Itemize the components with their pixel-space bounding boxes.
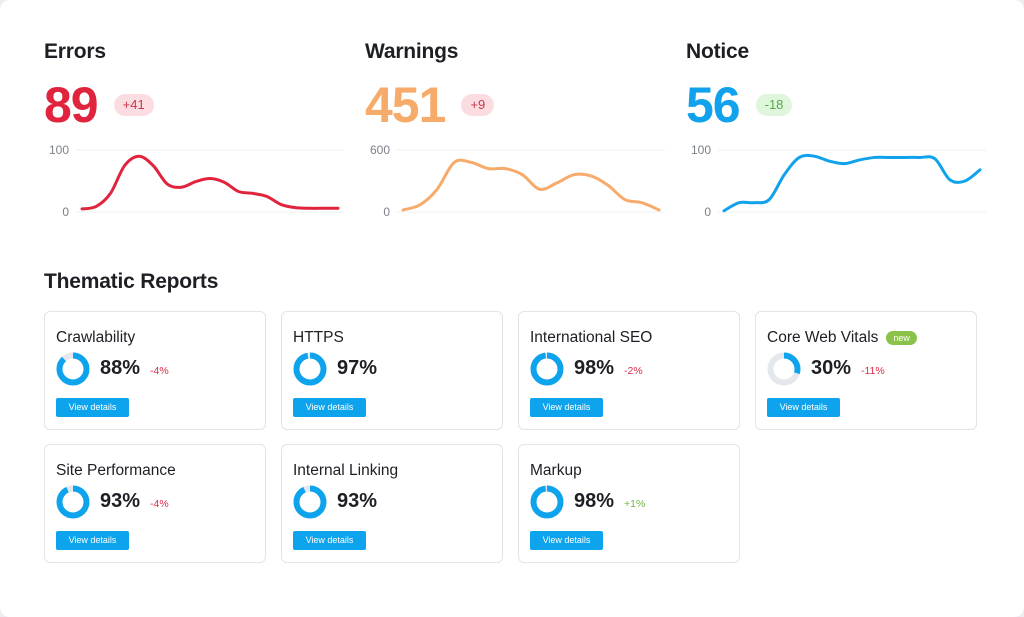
report-score: 98% bbox=[574, 490, 615, 512]
metric-value: 56 bbox=[686, 77, 741, 133]
y-tick-label: 100 bbox=[691, 143, 711, 157]
score-donut-icon bbox=[56, 485, 90, 519]
new-badge: new bbox=[886, 331, 917, 345]
metric-change-badge: +9 bbox=[461, 94, 495, 116]
donut-fill bbox=[56, 352, 90, 386]
score-donut-icon bbox=[293, 352, 327, 386]
report-name: Core Web Vitals bbox=[767, 329, 879, 346]
metric-title: Errors bbox=[44, 40, 106, 63]
report-title: Internal Linking bbox=[293, 462, 398, 480]
report-score: 88% bbox=[100, 357, 141, 379]
metric-title: Notice bbox=[686, 40, 749, 63]
metric-change-badge: +41 bbox=[113, 94, 154, 116]
errors-trend-chart: 100 0 bbox=[49, 143, 344, 219]
report-score: 97% bbox=[337, 357, 378, 379]
view-details-button[interactable]: View details bbox=[56, 398, 129, 417]
warnings-trend-chart: 600 0 bbox=[370, 143, 665, 219]
donut-fill bbox=[293, 485, 327, 519]
donut-fill bbox=[293, 352, 327, 386]
y-tick-label: 100 bbox=[49, 143, 69, 157]
report-card-https: HTTPS 97% View details bbox=[281, 311, 503, 430]
report-score: 30% bbox=[811, 357, 852, 379]
report-title: Crawlability bbox=[56, 329, 135, 347]
thematic-reports-heading: Thematic Reports bbox=[44, 270, 219, 293]
trend-line bbox=[722, 153, 982, 213]
trend-line bbox=[401, 158, 661, 212]
report-name: Internal Linking bbox=[293, 462, 399, 479]
view-details-button[interactable]: View details bbox=[293, 398, 366, 417]
y-tick-label: 600 bbox=[370, 143, 390, 157]
trend-line bbox=[80, 154, 340, 211]
donut-fill bbox=[530, 352, 564, 386]
donut-fill bbox=[767, 352, 801, 386]
y-tick-label: 0 bbox=[62, 205, 69, 219]
view-details-button[interactable]: View details bbox=[56, 531, 129, 550]
report-score: 98% bbox=[574, 357, 615, 379]
report-card-international-seo: International SEO 98% -2% View details bbox=[518, 311, 740, 430]
warnings-metric: Warnings 451 +9 600 0 bbox=[365, 40, 665, 219]
report-card-core-web-vitals: Core Web Vitals new 30% -11% View details bbox=[755, 311, 977, 430]
errors-metric: Errors 89 +41 100 0 bbox=[44, 40, 344, 219]
report-card-markup: Markup 98% +1% View details bbox=[518, 444, 740, 563]
report-score: 93% bbox=[100, 490, 141, 512]
score-donut-icon bbox=[530, 352, 564, 386]
report-name: International SEO bbox=[530, 329, 653, 346]
report-score-change: +1% bbox=[624, 498, 646, 510]
report-name: Site Performance bbox=[56, 462, 176, 479]
view-details-button[interactable]: View details bbox=[530, 398, 603, 417]
report-title: International SEO bbox=[530, 329, 652, 347]
report-score-change: -4% bbox=[150, 365, 169, 377]
report-name: HTTPS bbox=[293, 329, 344, 346]
donut-fill bbox=[530, 485, 564, 519]
report-title: Core Web Vitals new bbox=[767, 329, 917, 347]
metric-title: Warnings bbox=[365, 40, 459, 63]
report-score: 93% bbox=[337, 490, 378, 512]
report-score-change: -4% bbox=[150, 498, 169, 510]
score-donut-icon bbox=[530, 485, 564, 519]
donut-fill bbox=[56, 485, 90, 519]
report-card-crawlability: Crawlability 88% -4% View details bbox=[44, 311, 266, 430]
view-details-button[interactable]: View details bbox=[293, 531, 366, 550]
notice-trend-chart: 100 0 bbox=[691, 143, 986, 219]
report-score-change: -11% bbox=[861, 365, 885, 377]
metric-change-badge: -18 bbox=[755, 94, 793, 116]
report-card-internal-linking: Internal Linking 93% View details bbox=[281, 444, 503, 563]
y-tick-label: 0 bbox=[704, 205, 711, 219]
metric-value: 89 bbox=[44, 77, 99, 133]
view-details-button[interactable]: View details bbox=[530, 531, 603, 550]
report-name: Markup bbox=[530, 462, 582, 479]
report-title: HTTPS bbox=[293, 329, 344, 347]
report-name: Crawlability bbox=[56, 329, 136, 346]
report-score-change: -2% bbox=[624, 365, 643, 377]
report-title: Markup bbox=[530, 462, 582, 480]
y-tick-label: 0 bbox=[383, 205, 390, 219]
score-donut-icon bbox=[767, 352, 801, 386]
score-donut-icon bbox=[56, 352, 90, 386]
report-title: Site Performance bbox=[56, 462, 176, 480]
notice-metric: Notice 56 -18 100 0 bbox=[686, 40, 986, 219]
metric-value: 451 bbox=[365, 77, 446, 133]
score-donut-icon bbox=[293, 485, 327, 519]
view-details-button[interactable]: View details bbox=[767, 398, 840, 417]
report-card-site-performance: Site Performance 93% -4% View details bbox=[44, 444, 266, 563]
